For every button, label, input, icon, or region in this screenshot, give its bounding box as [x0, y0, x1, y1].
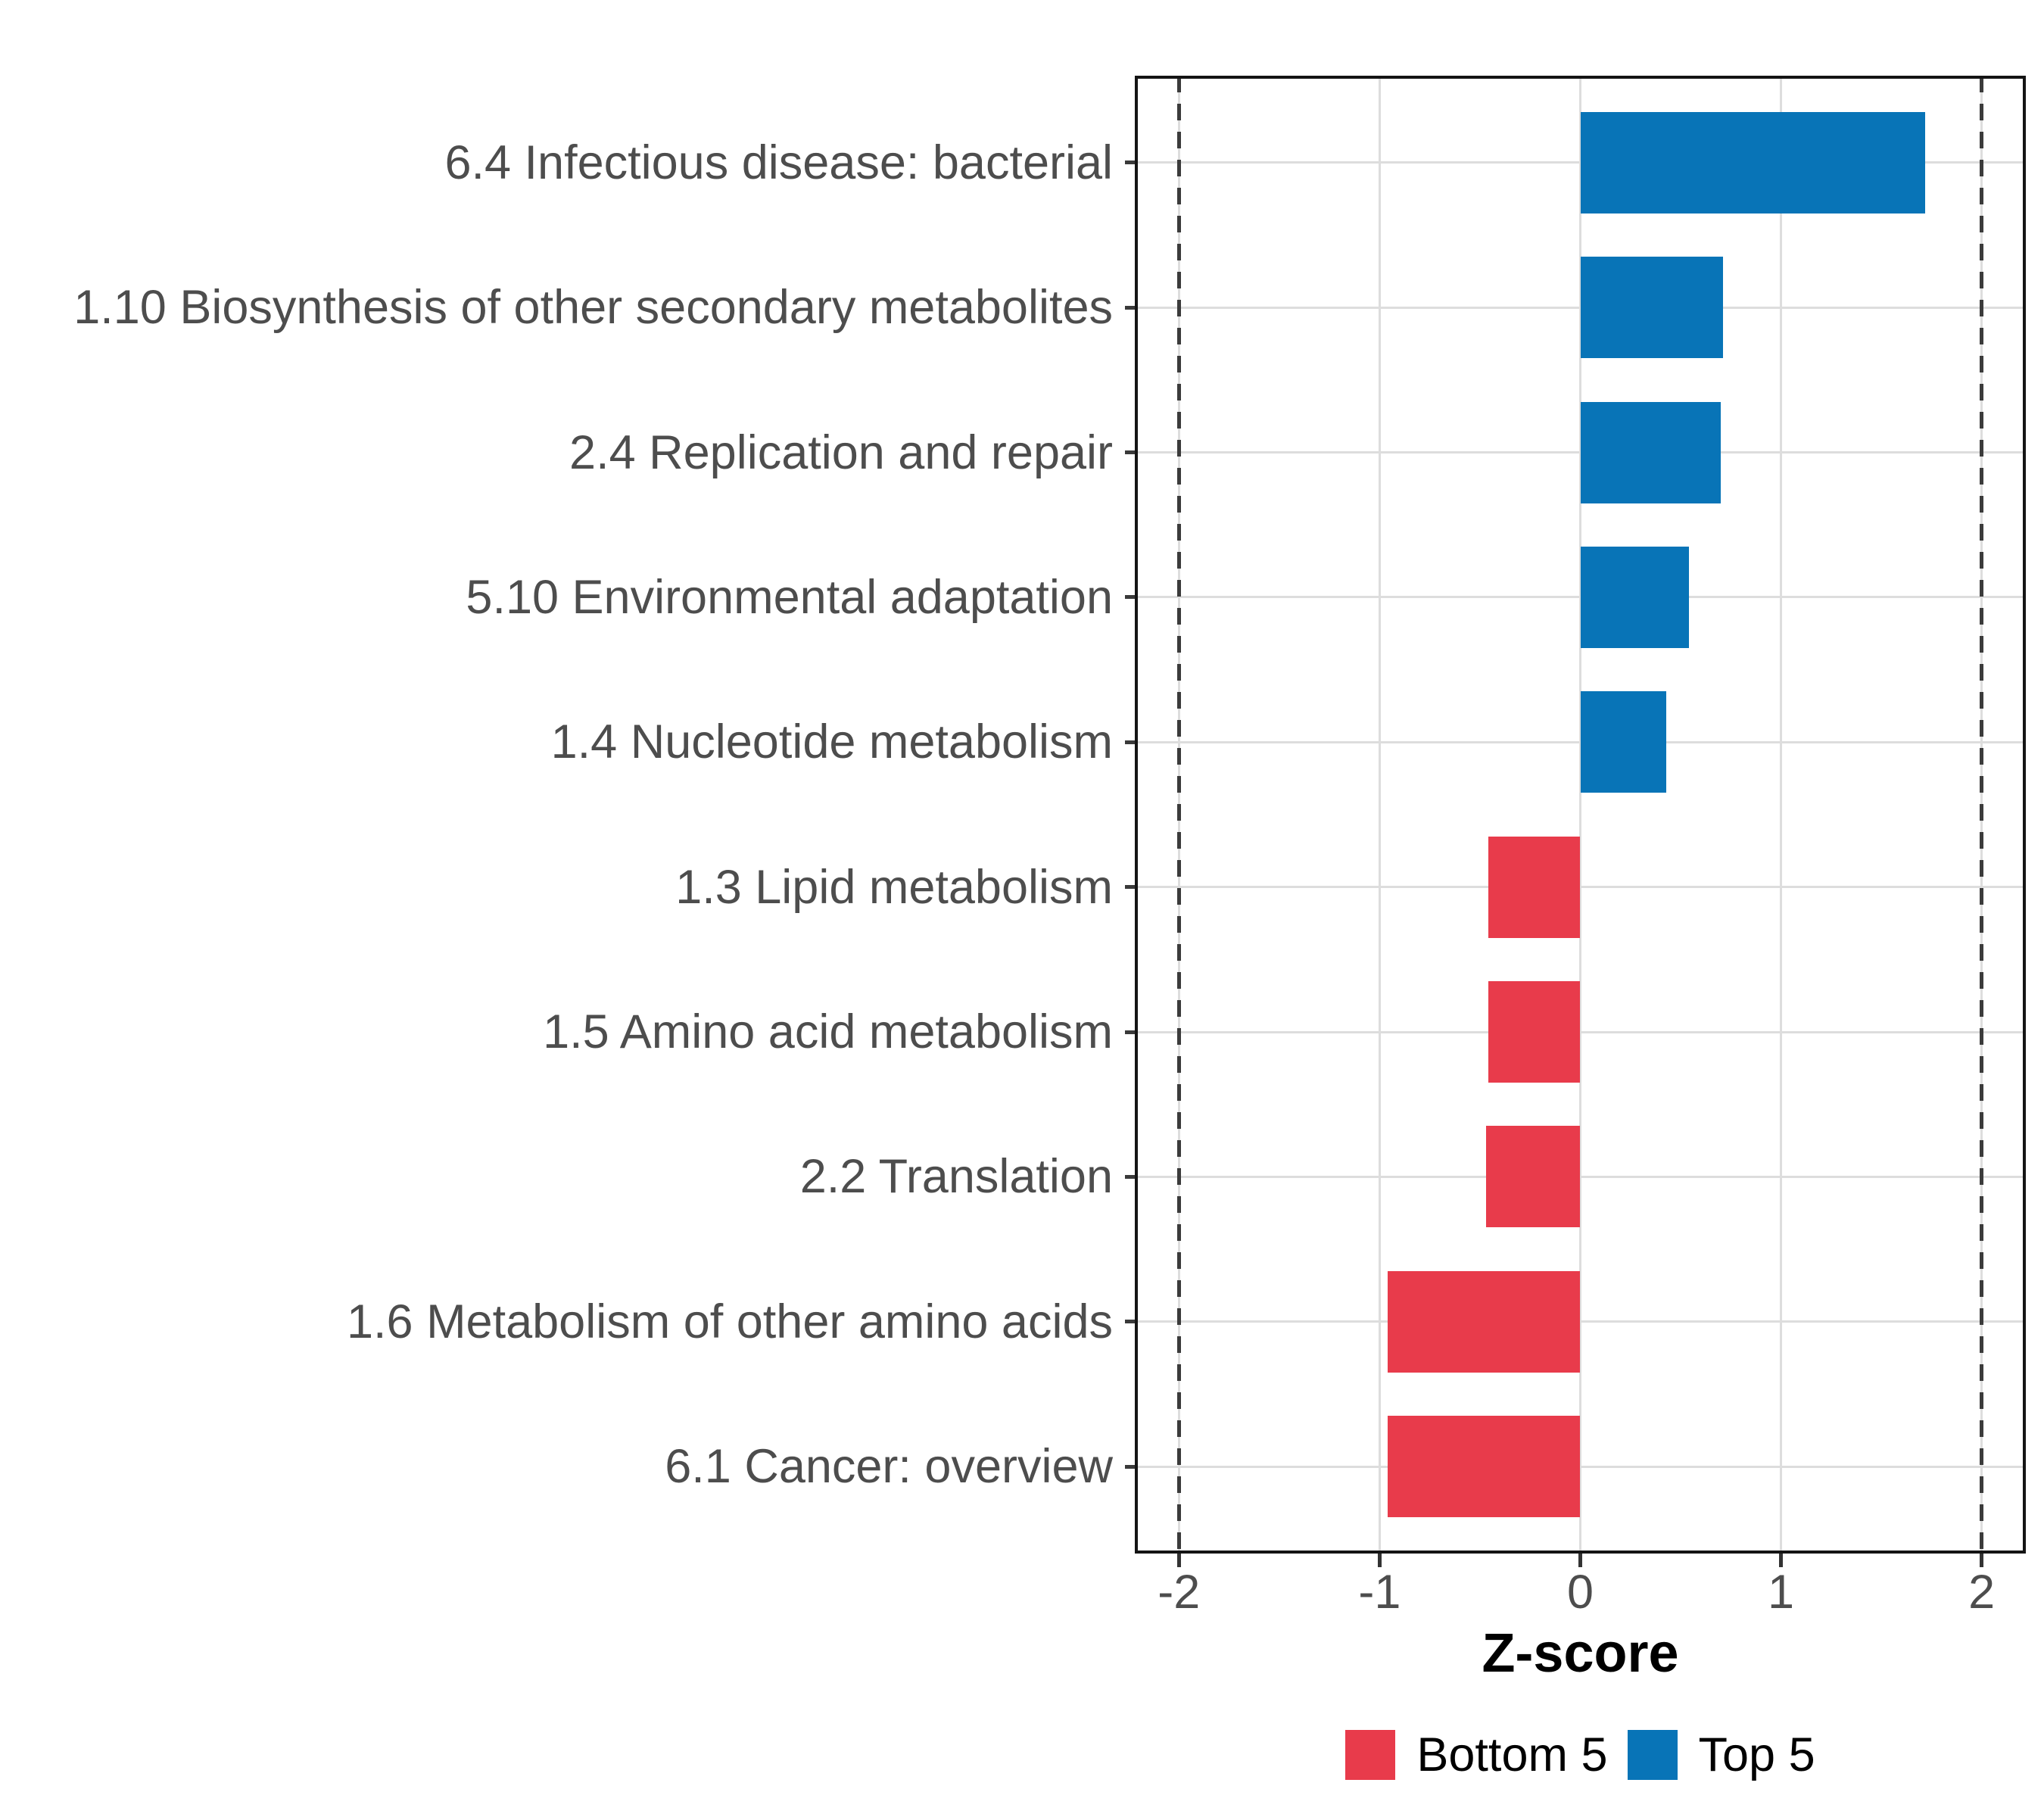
bar [1580, 111, 1926, 213]
y-axis-label: 6.4 Infectious disease: bacterial [444, 136, 1113, 189]
y-axis-label: 1.10 Biosynthesis of other secondary met… [73, 281, 1113, 335]
y-axis-label: 5.10 Environmental adaptation [466, 570, 1113, 624]
y-axis-tick [1125, 740, 1135, 744]
x-axis-title: Z-score [1482, 1623, 1679, 1684]
y-axis-tick [1125, 1174, 1135, 1179]
y-axis-label: 2.4 Replication and repair [569, 425, 1113, 479]
legend-swatch-top5 [1627, 1730, 1678, 1780]
bar [1485, 1126, 1581, 1228]
y-axis-tick [1125, 450, 1135, 455]
bar [1488, 836, 1581, 938]
y-gridline [1135, 1465, 2026, 1468]
bar [1388, 1416, 1581, 1518]
legend-item-bottom5: Bottom 5 [1345, 1728, 1608, 1781]
y-gridline [1135, 1320, 2026, 1323]
x-axis-tick-label: -1 [1358, 1566, 1401, 1619]
y-axis-tick [1125, 595, 1135, 600]
legend-swatch-bottom5 [1345, 1730, 1396, 1780]
x-gridline [1780, 76, 1783, 1554]
legend-label-top5: Top 5 [1698, 1728, 1815, 1781]
y-axis-label: 2.2 Translation [799, 1150, 1113, 1204]
y-axis-tick [1125, 1030, 1135, 1034]
y-gridline [1135, 1175, 2026, 1178]
reference-line [1980, 76, 1984, 1554]
bar [1488, 981, 1581, 1083]
x-axis-tick-label: 0 [1566, 1566, 1594, 1619]
bar [1580, 691, 1667, 793]
x-gridline [1579, 76, 1581, 1554]
y-axis-label: 1.5 Amino acid metabolism [543, 1005, 1113, 1059]
legend: Bottom 5 Top 5 [1135, 1728, 2026, 1782]
x-axis-tick [1980, 1554, 1984, 1567]
plot-panel [1135, 76, 2026, 1554]
reference-line [1176, 76, 1181, 1554]
x-axis-tick [1377, 1554, 1382, 1567]
bar [1580, 546, 1689, 648]
bar [1580, 257, 1723, 359]
x-axis-tick-label: 1 [1768, 1566, 1795, 1619]
y-gridline [1135, 1030, 2026, 1033]
bar [1580, 401, 1722, 503]
y-axis-tick [1125, 1464, 1135, 1469]
x-gridline [1378, 76, 1381, 1554]
x-axis-tick-label: 2 [1968, 1566, 1996, 1619]
y-axis-tick [1125, 1320, 1135, 1324]
x-axis-tick-label: -2 [1158, 1566, 1201, 1619]
y-axis-tick [1125, 885, 1135, 890]
x-axis-tick [1176, 1554, 1181, 1567]
y-axis-tick [1125, 161, 1135, 165]
x-axis-tick [1578, 1554, 1582, 1567]
y-axis-label: 1.6 Metabolism of other amino acids [347, 1295, 1113, 1348]
legend-label-bottom5: Bottom 5 [1416, 1728, 1608, 1781]
legend-item-top5: Top 5 [1627, 1728, 1815, 1781]
y-gridline [1135, 886, 2026, 889]
y-axis-tick [1125, 305, 1135, 310]
bar [1388, 1270, 1581, 1373]
y-axis-label: 1.4 Nucleotide metabolism [550, 715, 1113, 769]
y-axis-label: 1.3 Lipid metabolism [675, 860, 1113, 914]
x-axis-tick [1779, 1554, 1784, 1567]
y-axis-label: 6.1 Cancer: overview [665, 1440, 1113, 1494]
